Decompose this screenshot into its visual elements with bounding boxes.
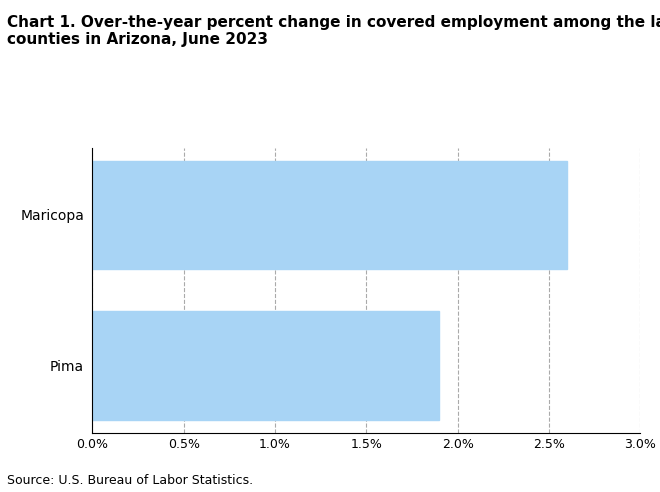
Text: Source: U.S. Bureau of Labor Statistics.: Source: U.S. Bureau of Labor Statistics. bbox=[7, 474, 253, 487]
Text: Chart 1. Over-the-year percent change in covered employment among the largest
co: Chart 1. Over-the-year percent change in… bbox=[7, 15, 660, 47]
Bar bbox=[92, 160, 567, 269]
Bar bbox=[92, 311, 440, 420]
